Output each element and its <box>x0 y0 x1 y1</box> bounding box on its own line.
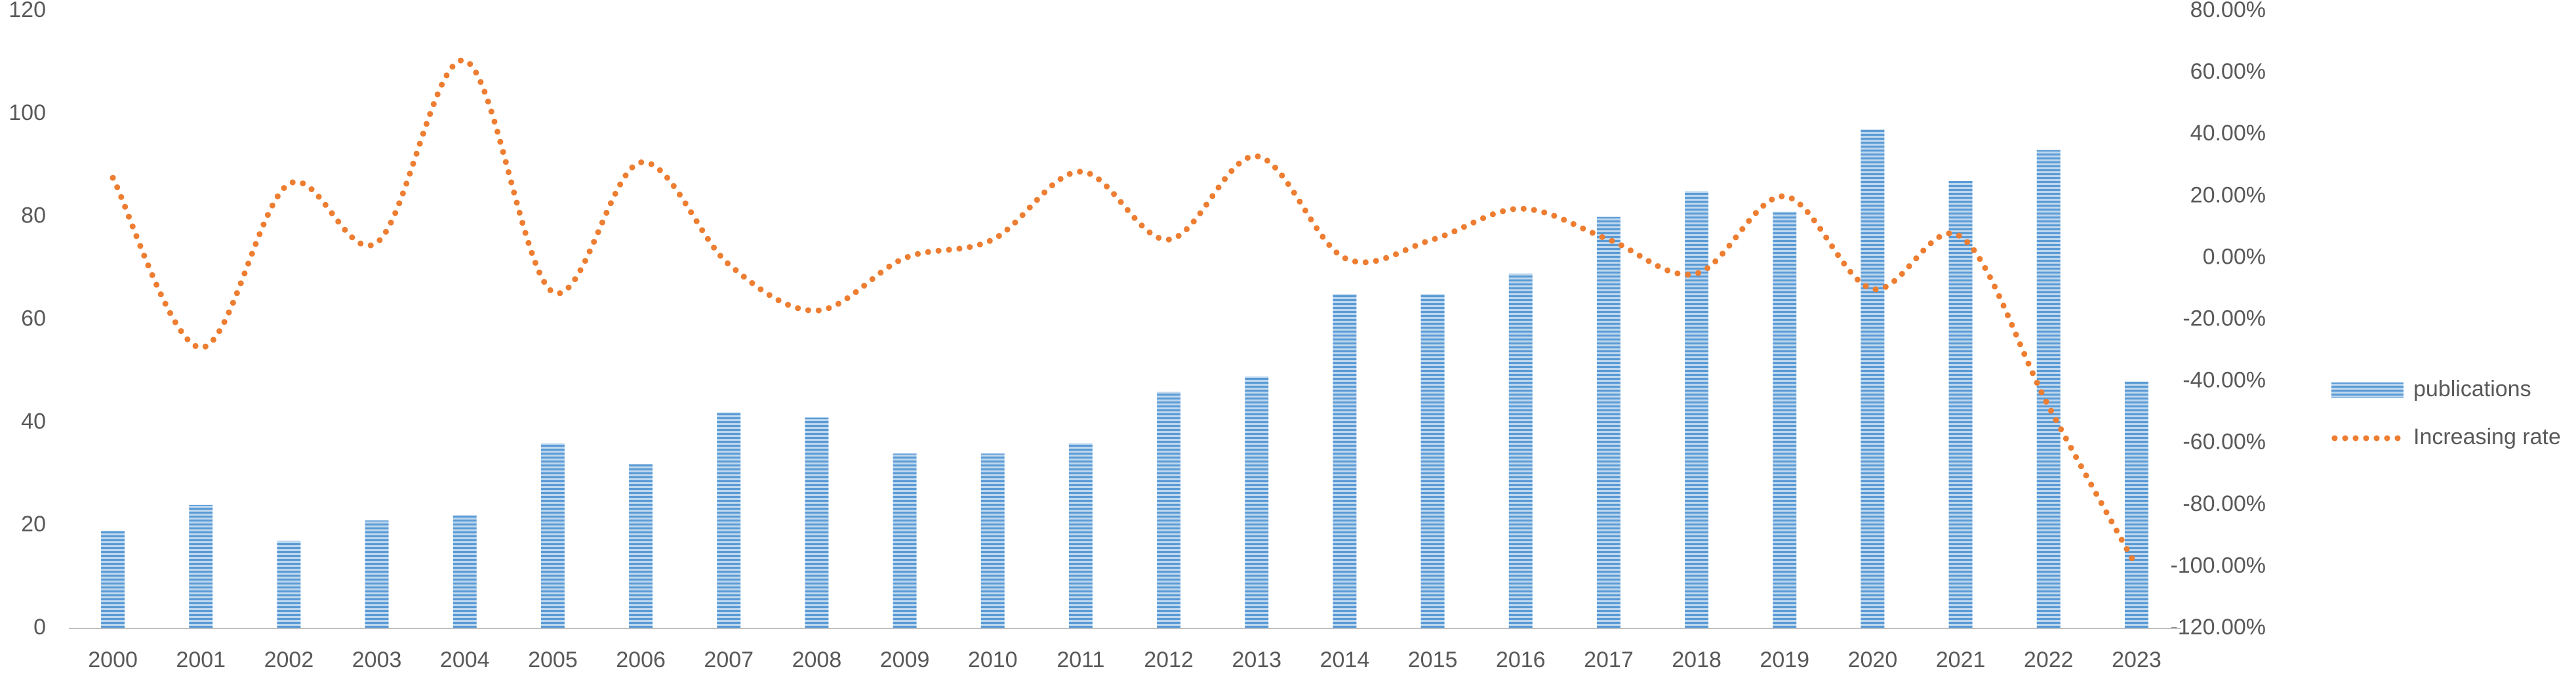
y2-tick-label: 40.00% <box>2190 121 2266 146</box>
bar <box>453 515 477 628</box>
x-tick-label: 2006 <box>616 647 666 672</box>
bar <box>1333 294 1357 628</box>
bar <box>1948 180 1973 628</box>
y-tick-label: 40 <box>21 409 46 434</box>
y2-tick-label: 20.00% <box>2190 182 2266 207</box>
y2-tick-label: -80.00% <box>2183 491 2266 516</box>
bar <box>1861 129 1885 628</box>
x-tick-label: 2007 <box>704 647 754 672</box>
x-tick-label: 2021 <box>1936 647 1986 672</box>
rate-line <box>110 57 2140 570</box>
bar <box>2124 381 2148 628</box>
bar <box>101 531 125 628</box>
x-tick-label: 2019 <box>1760 647 1809 672</box>
x-tick-label: 2001 <box>176 647 226 672</box>
x-tick-label: 2003 <box>352 647 402 672</box>
x-tick-label: 2005 <box>528 647 578 672</box>
legend-label: Increasing rate <box>2413 424 2561 449</box>
x-tick-label: 2008 <box>792 647 842 672</box>
x-tick-label: 2022 <box>2024 647 2074 672</box>
bar <box>2036 150 2061 629</box>
bar <box>980 453 1005 628</box>
x-tick-label: 2011 <box>1057 647 1104 672</box>
bar <box>189 504 213 628</box>
x-tick-label: 2020 <box>1848 647 1898 672</box>
bar <box>1068 443 1093 628</box>
bar <box>1420 294 1445 628</box>
y-tick-label: 100 <box>9 100 46 125</box>
x-tick-label: 2012 <box>1144 647 1194 672</box>
bar <box>629 464 653 628</box>
y2-tick-label: -120.00% <box>2170 615 2266 640</box>
y2-tick-label: -60.00% <box>2183 430 2266 455</box>
bar <box>1773 211 1797 628</box>
bar <box>1245 376 1269 628</box>
bar <box>1157 392 1181 628</box>
y-tick-label: 20 <box>21 512 46 537</box>
x-tick-label: 2014 <box>1320 647 1370 672</box>
y2-tick-label: 60.00% <box>2190 59 2266 84</box>
x-tick-label: 2018 <box>1672 647 1721 672</box>
y-tick-label: 60 <box>21 306 46 331</box>
y2-tick-label: -20.00% <box>2183 306 2266 331</box>
x-tick-label: 2013 <box>1232 647 1281 672</box>
bar <box>365 520 389 628</box>
y-tick-label: 80 <box>21 203 46 228</box>
y2-tick-label: -100.00% <box>2170 553 2266 578</box>
x-tick-label: 2009 <box>880 647 930 672</box>
bar <box>1685 191 1709 628</box>
bar <box>1508 273 1533 628</box>
bar <box>1596 216 1620 629</box>
x-tick-label: 2023 <box>2112 647 2162 672</box>
x-tick-label: 2000 <box>88 647 138 672</box>
y2-tick-label: 80.00% <box>2190 0 2266 22</box>
y-tick-label: 120 <box>9 0 46 22</box>
x-tick-label: 2015 <box>1408 647 1458 672</box>
bar <box>805 417 829 628</box>
bar <box>277 541 301 628</box>
y-tick-label: 0 <box>33 615 46 640</box>
bar <box>717 412 741 628</box>
bar <box>540 443 565 628</box>
x-tick-label: 2002 <box>264 647 314 672</box>
x-tick-label: 2004 <box>440 647 490 672</box>
x-tick-label: 2017 <box>1584 647 1634 672</box>
y2-tick-label: -40.00% <box>2183 368 2266 393</box>
y2-tick-label: 0.00% <box>2203 244 2266 269</box>
x-tick-label: 2016 <box>1496 647 1546 672</box>
legend-label: publications <box>2413 377 2531 401</box>
x-tick-label: 2010 <box>968 647 1018 672</box>
bar <box>893 453 917 628</box>
legend-swatch <box>2331 382 2404 398</box>
